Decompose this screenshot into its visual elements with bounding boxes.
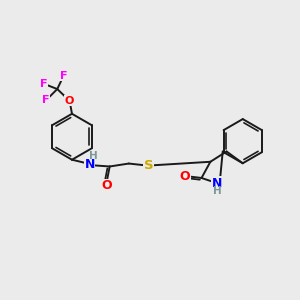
Text: N: N bbox=[85, 158, 95, 171]
Text: O: O bbox=[65, 96, 74, 106]
Text: O: O bbox=[180, 170, 190, 183]
Text: O: O bbox=[101, 179, 112, 192]
Text: H: H bbox=[213, 186, 222, 196]
Text: H: H bbox=[89, 151, 98, 161]
Text: N: N bbox=[212, 177, 222, 190]
Text: F: F bbox=[42, 95, 50, 105]
Text: F: F bbox=[60, 70, 68, 80]
Text: F: F bbox=[40, 79, 47, 89]
Text: S: S bbox=[144, 159, 154, 172]
